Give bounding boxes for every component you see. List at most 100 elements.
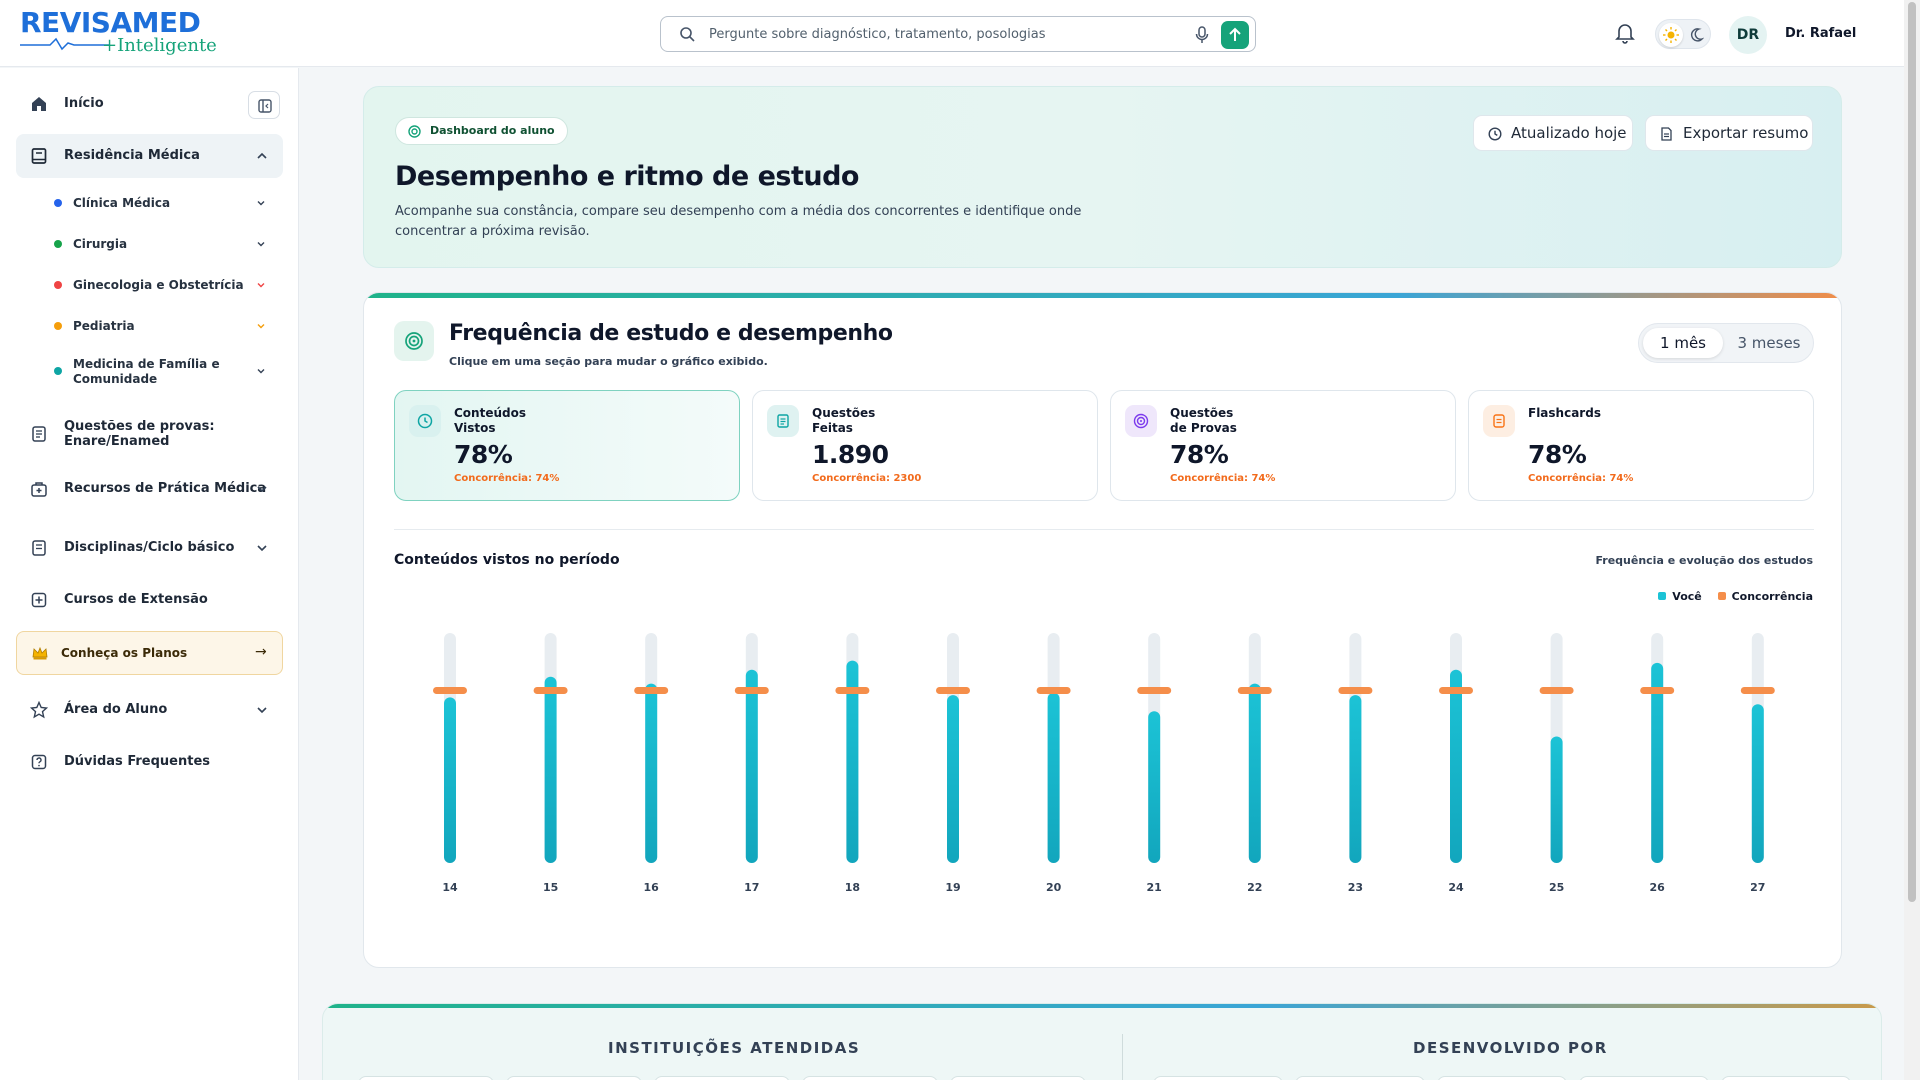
marker-concorrencia-27[interactable] — [1740, 687, 1775, 694]
study-frequency-chart: 14 15 16 17 18 19 20 21 22 23 24 25 26 27 — [433, 633, 1775, 894]
bar-voce-24[interactable] — [1450, 669, 1462, 863]
logo[interactable]: REVISAMED +Inteligente — [20, 9, 217, 56]
marker-concorrencia-21[interactable] — [1137, 687, 1172, 694]
institution-logo-card — [802, 1076, 938, 1080]
bar-voce-18[interactable] — [846, 660, 859, 863]
performance-card: Frequência de estudo e desempenho Clique… — [363, 292, 1842, 968]
stat-title: Questões Feitas — [812, 406, 876, 435]
card-icon — [1483, 405, 1515, 437]
chart-link[interactable]: Frequência e evolução dos estudos — [1595, 554, 1813, 567]
x-tick-label: 19 — [945, 881, 960, 894]
logo-bottom-text: +Inteligente — [102, 35, 217, 56]
updated-label: Atualizado hoje — [1511, 124, 1627, 142]
theme-toggle[interactable] — [1655, 19, 1711, 49]
stat-card-questoes-provas[interactable]: Questões de Provas 78% Concorrência: 74% — [1110, 390, 1456, 501]
collapse-sidebar-button[interactable] — [248, 91, 280, 119]
bar-voce-15[interactable] — [544, 676, 557, 863]
x-tick-label: 14 — [442, 881, 458, 894]
bar-voce-27[interactable] — [1751, 704, 1764, 863]
marker-concorrencia-22[interactable] — [1237, 687, 1272, 694]
updated-today-button[interactable]: Atualizado hoje — [1473, 115, 1633, 151]
sidebar-item-cursos-extensao[interactable]: Cursos de Extensão — [16, 578, 283, 622]
institutions-title: INSTITUIÇÕES ATENDIDAS — [608, 1039, 861, 1057]
sidebar-subitem-cirurgia[interactable]: Cirurgia — [50, 228, 280, 258]
bar-voce-22[interactable] — [1248, 683, 1261, 863]
color-dot — [54, 199, 62, 207]
sidebar — [0, 68, 299, 1080]
developed-by-title: DESENVOLVIDO POR — [1413, 1039, 1608, 1057]
sidebar-item-label: Residência Médica — [64, 148, 200, 163]
bar-voce-14[interactable] — [444, 697, 456, 863]
sidebar-subitem-pediatria[interactable]: Pediatria — [50, 310, 280, 340]
stat-title: Questões de Provas — [1170, 406, 1237, 435]
bar-voce-17[interactable] — [745, 669, 758, 863]
export-summary-button[interactable]: Exportar resumo — [1645, 115, 1813, 151]
document-icon — [32, 426, 46, 442]
sidebar-subitem-medicina-familia[interactable]: Medicina de Família e Comunidade — [50, 355, 280, 386]
section-title: Frequência de estudo e desempenho — [449, 321, 893, 346]
sidebar-subitem-ginecologia[interactable]: Ginecologia e Obstetrícia — [50, 269, 280, 299]
marker-concorrencia-17[interactable] — [734, 687, 769, 694]
sidebar-item-residencia-medica[interactable]: Residência Médica — [16, 134, 283, 178]
target-icon — [1125, 405, 1157, 437]
x-tick-label: 24 — [1448, 881, 1464, 894]
sidebar-item-label: Recursos de Prática Médica — [64, 481, 267, 496]
chart-title: Conteúdos vistos no período — [394, 552, 620, 568]
file-icon — [1661, 127, 1672, 141]
stat-card-questoes-feitas[interactable]: Questões Feitas 1.890 Concorrência: 2300 — [752, 390, 1098, 501]
help-icon — [31, 754, 47, 770]
sidebar-item-recursos-pratica[interactable]: Recursos de Prática Médica — [16, 467, 283, 511]
bell-icon[interactable] — [1615, 22, 1635, 44]
sidebar-subitem-clinica-medica[interactable]: Clínica Médica — [50, 187, 280, 217]
sun-icon — [1659, 23, 1683, 47]
marker-concorrencia-20[interactable] — [1036, 687, 1071, 694]
bar-voce-20[interactable] — [1047, 692, 1060, 863]
stat-title: Conteúdos Vistos — [454, 406, 526, 435]
developer-logo-card — [1153, 1076, 1283, 1080]
sidebar-item-area-aluno[interactable]: Área do Aluno — [16, 688, 283, 732]
sidebar-item-questoes-provas[interactable]: Questões de provas: Enare/Enamed — [16, 412, 283, 456]
sidebar-item-inicio[interactable]: Início — [16, 82, 283, 126]
stat-card-flashcards[interactable]: Flashcards 78% Concorrência: 74% — [1468, 390, 1814, 501]
bar-voce-16[interactable] — [645, 683, 658, 863]
list-icon — [767, 405, 799, 437]
marker-concorrencia-26[interactable] — [1640, 687, 1675, 694]
sidebar-toggle-icon — [258, 99, 272, 113]
avatar[interactable]: DR — [1729, 16, 1767, 54]
bar-voce-26[interactable] — [1651, 662, 1664, 863]
plans-label: Conheça os Planos — [61, 646, 188, 660]
sidebar-item-disciplinas[interactable]: Disciplinas/Ciclo básico — [16, 526, 283, 570]
sidebar-item-duvidas[interactable]: Dúvidas Frequentes — [16, 740, 283, 784]
marker-concorrencia-18[interactable] — [835, 687, 870, 694]
marker-concorrencia-23[interactable] — [1338, 687, 1373, 694]
range-option-3-months[interactable]: 3 meses — [1737, 334, 1801, 352]
chevron-down-icon — [257, 242, 265, 247]
marker-concorrencia-15[interactable] — [533, 687, 568, 694]
stat-comparison: Concorrência: 74% — [454, 473, 560, 484]
bar-voce-19[interactable] — [947, 695, 959, 863]
send-button[interactable] — [1221, 21, 1249, 49]
marker-concorrencia-14[interactable] — [433, 687, 467, 694]
range-option-1-month[interactable]: 1 mês — [1643, 328, 1723, 358]
marker-concorrencia-16[interactable] — [634, 687, 669, 694]
scrollbar-thumb[interactable] — [1908, 2, 1916, 902]
color-dot — [54, 281, 62, 289]
microphone-icon[interactable] — [1195, 26, 1209, 44]
bar-voce-23[interactable] — [1349, 695, 1362, 863]
bar-voce-21[interactable] — [1148, 711, 1161, 863]
marker-concorrencia-25[interactable] — [1539, 687, 1574, 694]
dashboard-badge: Dashboard do aluno — [395, 117, 568, 145]
institution-logo-card — [654, 1076, 790, 1080]
marker-concorrencia-19[interactable] — [936, 687, 970, 694]
stat-card-conteudos-vistos[interactable]: Conteúdos Vistos 78% Concorrência: 74% — [394, 390, 740, 501]
plans-button[interactable]: Conheça os Planos → — [16, 631, 283, 675]
sidebar-item-label: Disciplinas/Ciclo básico — [64, 540, 235, 555]
user-name[interactable]: Dr. Rafael — [1785, 26, 1857, 41]
marker-concorrencia-24[interactable] — [1439, 687, 1473, 694]
star-icon — [30, 701, 48, 719]
x-tick-label: 22 — [1247, 881, 1262, 894]
bar-voce-25[interactable] — [1550, 736, 1563, 864]
chart-legend: Você Concorrência — [1646, 590, 1813, 603]
legend-label: Você — [1672, 590, 1702, 603]
search-bar[interactable]: Pergunte sobre diagnóstico, tratamento, … — [660, 16, 1256, 52]
